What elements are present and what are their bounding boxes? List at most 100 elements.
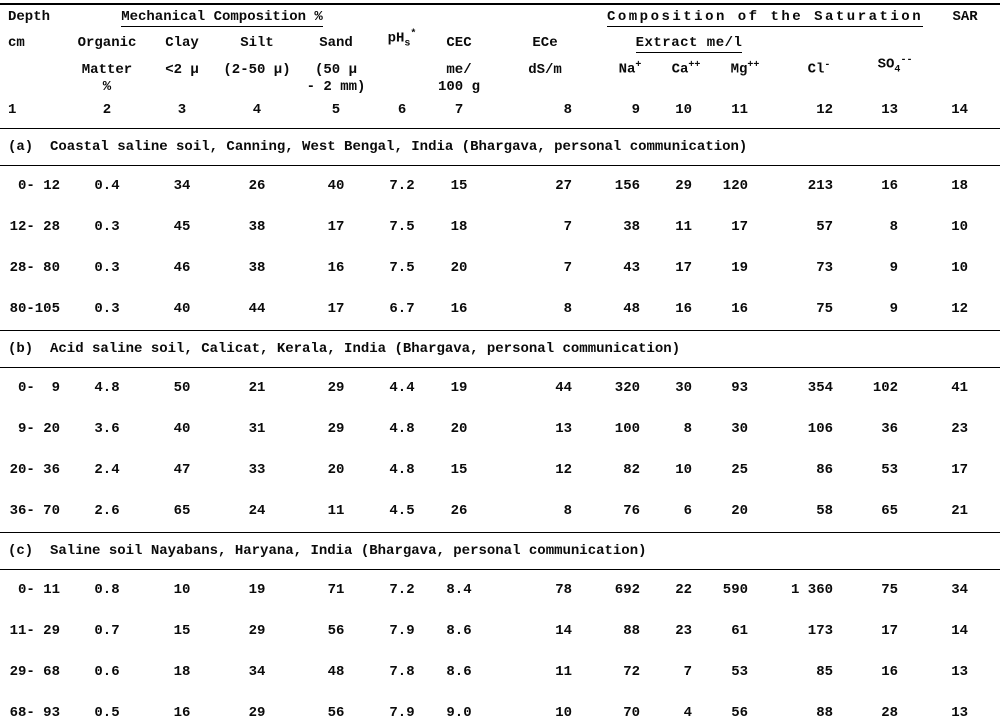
cell-value: 24 [218, 490, 296, 533]
cell-value: 41 [951, 380, 969, 397]
cell-value: 48 [327, 664, 345, 681]
cell-value: 65 [860, 490, 931, 533]
column-header [376, 52, 428, 78]
cell-value: 25 [731, 462, 749, 479]
cell-value: 173 [807, 623, 834, 640]
cell-depth: 80-105 [0, 288, 68, 331]
cell-value: 0.3 [94, 219, 120, 236]
cell-value: 73 [816, 260, 834, 277]
column-number: 12 [778, 95, 861, 129]
column-header [660, 79, 712, 96]
cell-value: 10 [555, 705, 573, 721]
cell-value: 29 [248, 705, 266, 721]
column-header [930, 52, 1000, 78]
column-header: - 2 mm) [306, 78, 366, 95]
cell-value: 100 [614, 421, 641, 438]
cell-value: 38 [623, 219, 641, 236]
column-header: % [102, 78, 112, 95]
cell-value: 0.8 [94, 582, 120, 599]
cell-value: 10 [675, 462, 693, 479]
cell-value: 40 [327, 178, 345, 195]
cell-value: 76 [600, 490, 661, 533]
cell-value: 85 [816, 664, 834, 681]
table-row: 9- 20 3.6 40 31 29 4.8 20 13 100 8 30 106 36 23 [0, 409, 1000, 450]
column-number: 5 [296, 95, 377, 129]
cell-value: 17 [296, 288, 377, 331]
cell-value: 30 [731, 421, 749, 438]
column-header: Matter [81, 61, 133, 78]
cell-value: 28 [881, 705, 899, 721]
column-header [0, 79, 68, 96]
cell-value: 48 [600, 288, 661, 331]
cell-value: 106 [807, 421, 834, 438]
cell-value: 75 [778, 288, 861, 331]
cell-value: 8 [889, 219, 899, 236]
cell-value: 17 [327, 219, 345, 236]
column-header [860, 26, 930, 52]
cell-value: 27 [555, 178, 573, 195]
group-cell-saturation: Composition of the Saturation [600, 4, 930, 27]
cell-value: 61 [731, 623, 749, 640]
table-row: 68- 93 0.5 16 29 56 7.9 9.0 10 70 4 56 88 28 13 [0, 693, 1000, 721]
column-header [0, 52, 68, 78]
cell-value: 19 [450, 380, 468, 397]
cell-value: 29 [675, 178, 693, 195]
column-header: (2-50 μ) [223, 61, 291, 78]
column-header: Na+ [618, 60, 642, 78]
cell-value: 8 [683, 421, 693, 438]
cell-value: 156 [614, 178, 641, 195]
column-header [860, 79, 930, 96]
column-header: dS/m [528, 61, 562, 78]
cell-value: 0.7 [94, 623, 120, 640]
header-row-4: % - 2 mm) 100 g [0, 79, 1000, 96]
cell-value: 102 [872, 380, 899, 397]
cell-depth: 9- 20 [17, 421, 60, 438]
group-cell-extract: Extract me/l [600, 26, 778, 54]
cell-value: 29 [327, 421, 345, 438]
cell-value: 21 [930, 490, 1000, 533]
column-header: Organic [77, 35, 137, 52]
cell-value: 13 [951, 705, 969, 721]
cell-value: 16 [327, 260, 345, 277]
column-header-ph [376, 4, 428, 26]
cell-value: 23 [675, 623, 693, 640]
cell-value: 2.4 [94, 462, 120, 479]
column-number-row: 1 2 3 4 5 6 7 8 9 10 11 12 13 14 [0, 95, 1000, 129]
cell-value: 12 [555, 462, 573, 479]
cell-value: 30 [675, 380, 693, 397]
cell-value: 692 [614, 582, 641, 599]
cell-value: 44 [555, 380, 573, 397]
group-header-mechanical-composition: Mechanical Composition % [121, 9, 323, 27]
cell-value: 93 [731, 380, 749, 397]
column-number: 9 [600, 95, 661, 129]
cell-value: 50 [173, 380, 191, 397]
column-header: Sand [319, 35, 353, 52]
column-header: Clay [165, 35, 199, 52]
cell-value: 0.5 [94, 705, 120, 721]
cell-value: 4 [683, 705, 693, 721]
column-header: Silt [240, 35, 274, 52]
cell-value: 4.4 [389, 380, 415, 397]
table-row: 28- 80 0.3 46 38 16 7.5 20 7 43 17 19 73 9 10 [0, 248, 1000, 289]
cell-value: 120 [722, 178, 749, 195]
table-row: 0- 11 0.8 10 19 71 7.2 8.4 78 692 22 590 1 360 75 34 [0, 569, 1000, 611]
cell-value: 23 [951, 421, 969, 438]
cell-value: 16 [173, 705, 191, 721]
cell-value: 53 [731, 664, 749, 681]
cell-value: 53 [881, 462, 899, 479]
column-number: 11 [712, 95, 779, 129]
cell-value: 4.8 [389, 421, 415, 438]
column-header [778, 79, 860, 96]
cell-value: 16 [881, 178, 899, 195]
cell-value: 26 [248, 178, 266, 195]
column-header-ece [490, 4, 600, 26]
header-row-2: cm Organic Clay Silt Sand pHs* CEC ECe Extract m… [0, 26, 1000, 54]
cell-value: 40 [146, 288, 218, 331]
column-number: 3 [146, 95, 218, 129]
column-number: 8 [490, 95, 601, 129]
column-header: pHs* [387, 29, 417, 50]
cell-value: 9.0 [446, 705, 472, 721]
group-header-saturation-extract: Composition of the Saturation [606, 9, 924, 27]
column-header: me/ [446, 61, 472, 78]
cell-value: 33 [248, 462, 266, 479]
